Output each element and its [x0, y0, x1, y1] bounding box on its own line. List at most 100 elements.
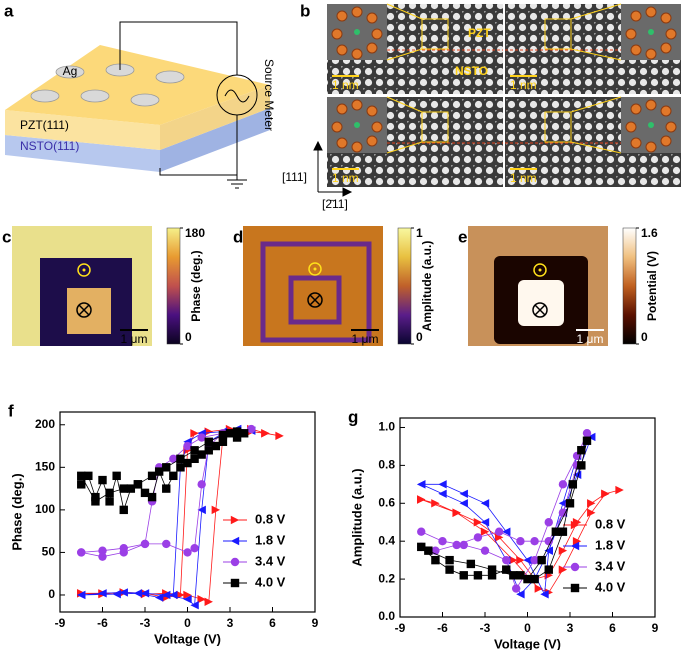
- marker: [466, 559, 476, 569]
- series-line: [81, 428, 252, 607]
- marker: [119, 548, 128, 557]
- marker: [169, 454, 178, 464]
- y-axis-label: Amplitude (a.u.): [349, 468, 364, 566]
- scale-bar: 1 nm: [332, 171, 359, 185]
- y-tick-label: 0: [48, 587, 55, 601]
- dot-symbol: [308, 262, 322, 276]
- marker: [247, 424, 256, 434]
- atom: [630, 137, 642, 149]
- marker: [105, 488, 114, 498]
- marker: [438, 489, 447, 499]
- axis-label: [111]: [282, 170, 307, 184]
- domain: [67, 288, 111, 334]
- dot-symbol: [77, 263, 91, 277]
- marker: [98, 589, 107, 598]
- legend-label: 3.4 V: [255, 553, 286, 568]
- electrode-label: Ag: [63, 64, 78, 78]
- marker: [572, 536, 582, 546]
- zoom-line: [570, 48, 622, 61]
- colorbar: [166, 227, 181, 345]
- legend-label: 4.0 V: [595, 579, 626, 594]
- marker: [204, 446, 213, 455]
- marker: [544, 565, 553, 574]
- marker: [218, 430, 228, 440]
- colorbar: [397, 227, 412, 345]
- x-tick-label: 6: [609, 621, 616, 635]
- marker: [275, 431, 284, 441]
- marker: [133, 480, 143, 489]
- atom: [645, 141, 657, 153]
- marker: [211, 441, 221, 451]
- marker: [587, 508, 596, 517]
- legend-label: 0.8 V: [255, 511, 286, 526]
- atom: [336, 103, 348, 115]
- marker: [261, 429, 270, 438]
- x-axis-label: Voltage (V): [154, 631, 221, 646]
- marker: [431, 499, 440, 508]
- zoom-line: [570, 96, 622, 113]
- marker: [197, 595, 206, 604]
- marker: [558, 565, 568, 574]
- marker: [487, 565, 497, 574]
- cross-symbol: [78, 304, 90, 316]
- marker: [154, 593, 164, 602]
- marker: [197, 450, 206, 459]
- marker: [147, 471, 157, 481]
- cross-symbol: [76, 302, 92, 318]
- y-axis-label: Phase (deg.): [9, 473, 24, 550]
- marker: [176, 463, 185, 472]
- marker: [225, 429, 235, 438]
- marker: [431, 555, 440, 565]
- marker: [530, 574, 539, 584]
- pzt-side: [160, 85, 270, 150]
- marker: [544, 546, 553, 555]
- marker: [162, 484, 171, 493]
- x-axis-label: Voltage (V): [494, 636, 561, 650]
- marker: [91, 497, 100, 506]
- atom: [665, 121, 677, 133]
- cross-symbol: [309, 294, 321, 306]
- y-tick-label: 1.0: [378, 420, 395, 434]
- marker: [77, 590, 86, 600]
- marker: [516, 536, 525, 546]
- atom: [351, 99, 363, 111]
- marker: [204, 597, 213, 606]
- marker: [190, 543, 199, 553]
- zoom-line: [386, 48, 423, 61]
- y-tick-label: 0.4: [378, 533, 395, 547]
- marker: [530, 555, 539, 565]
- marker: [511, 584, 521, 593]
- marker: [509, 571, 518, 580]
- marker: [459, 499, 468, 508]
- atom: [336, 44, 348, 56]
- marker: [516, 555, 525, 565]
- marker: [162, 590, 171, 600]
- marker: [582, 436, 592, 445]
- marker: [417, 480, 426, 489]
- marker: [452, 508, 461, 517]
- legend-label: 1.8 V: [255, 532, 286, 547]
- marker: [176, 454, 185, 464]
- atom: [366, 42, 378, 54]
- marker: [91, 492, 100, 502]
- atom: [645, 48, 657, 60]
- marker: [480, 518, 490, 527]
- atom: [351, 141, 363, 153]
- atom-center: [648, 29, 654, 35]
- panel-label: e: [458, 227, 467, 246]
- plot-frame: [399, 417, 656, 618]
- marker: [232, 433, 242, 442]
- colorbar: [622, 227, 637, 345]
- marker: [197, 433, 206, 442]
- atom: [660, 105, 672, 117]
- marker: [140, 589, 150, 598]
- marker: [540, 590, 549, 599]
- colorbar-label: Phase (deg.): [189, 250, 203, 321]
- marker: [183, 548, 192, 557]
- marker: [551, 527, 561, 536]
- marker: [424, 546, 433, 555]
- marker: [232, 427, 242, 436]
- scale-bar: 1 nm: [510, 171, 537, 185]
- marker: [204, 437, 213, 446]
